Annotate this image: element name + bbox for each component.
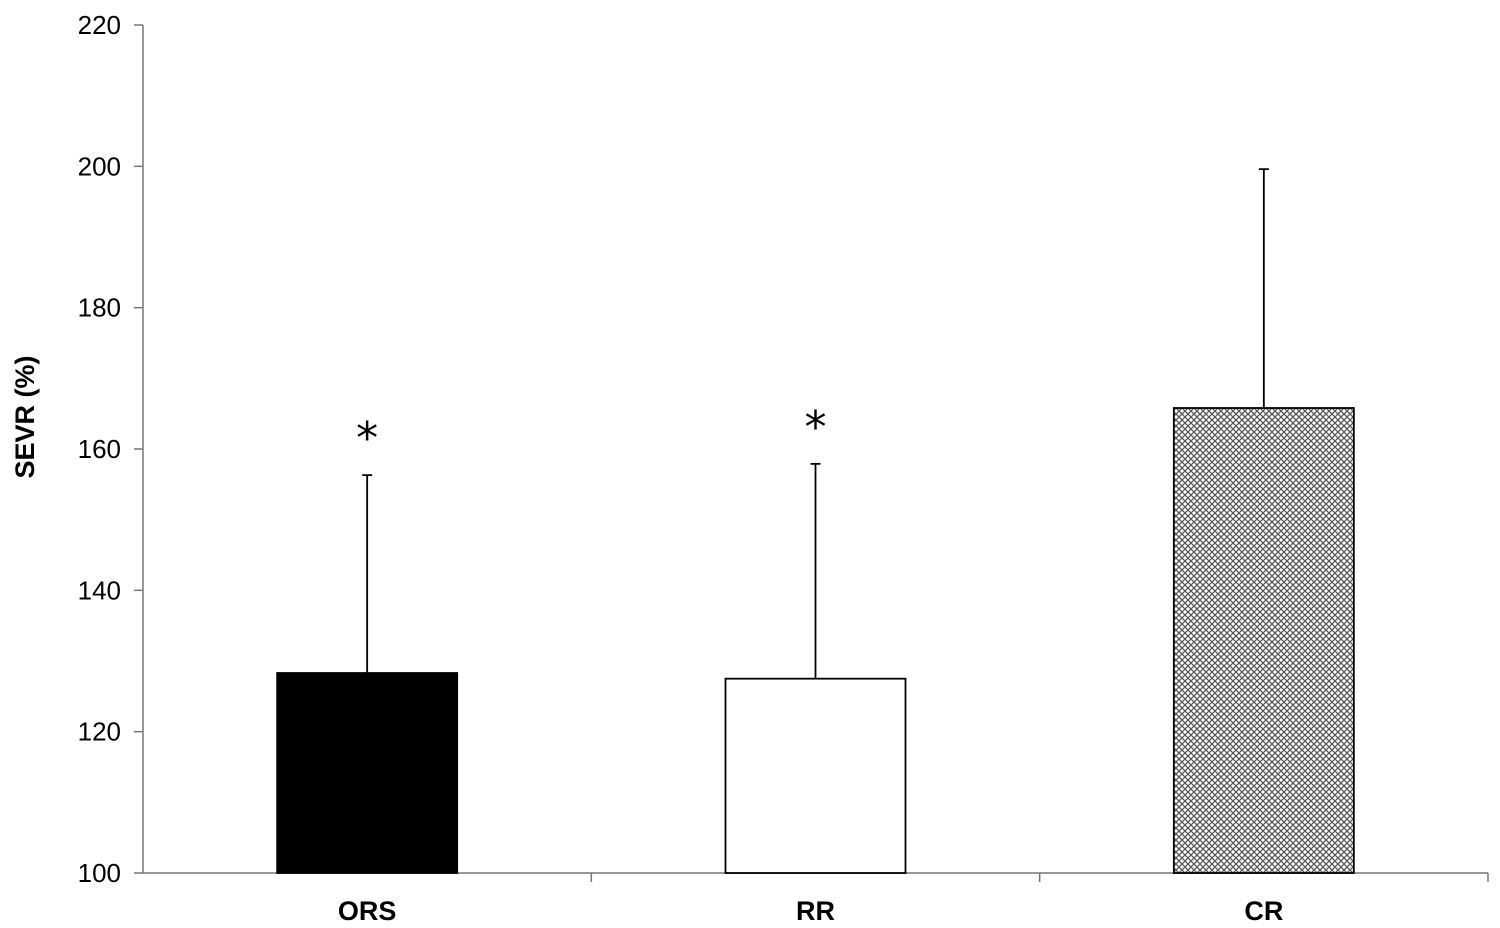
- category-label-rr: RR: [796, 896, 835, 926]
- y-axis-title: SEVR (%): [10, 355, 40, 478]
- category-label-cr: CR: [1244, 896, 1283, 926]
- significance-marker-ors: *: [356, 413, 378, 464]
- bar-cr: [1172, 407, 1355, 874]
- y-tick-label: 200: [78, 151, 121, 181]
- y-tick-label: 160: [78, 434, 121, 464]
- y-tick-label: 120: [78, 717, 121, 747]
- significance-marker-rr: *: [805, 402, 827, 453]
- y-tick-label: 140: [78, 575, 121, 605]
- y-tick-label: 100: [78, 858, 121, 888]
- category-label-ors: ORS: [338, 896, 397, 926]
- bar-rr: [724, 677, 907, 874]
- y-tick-label: 180: [78, 293, 121, 323]
- y-tick-label: 220: [78, 10, 121, 40]
- bar-ors: [276, 672, 459, 874]
- plot-area: 100 120 140 160 180 200 220 ORS * RR * CR: [78, 10, 1489, 926]
